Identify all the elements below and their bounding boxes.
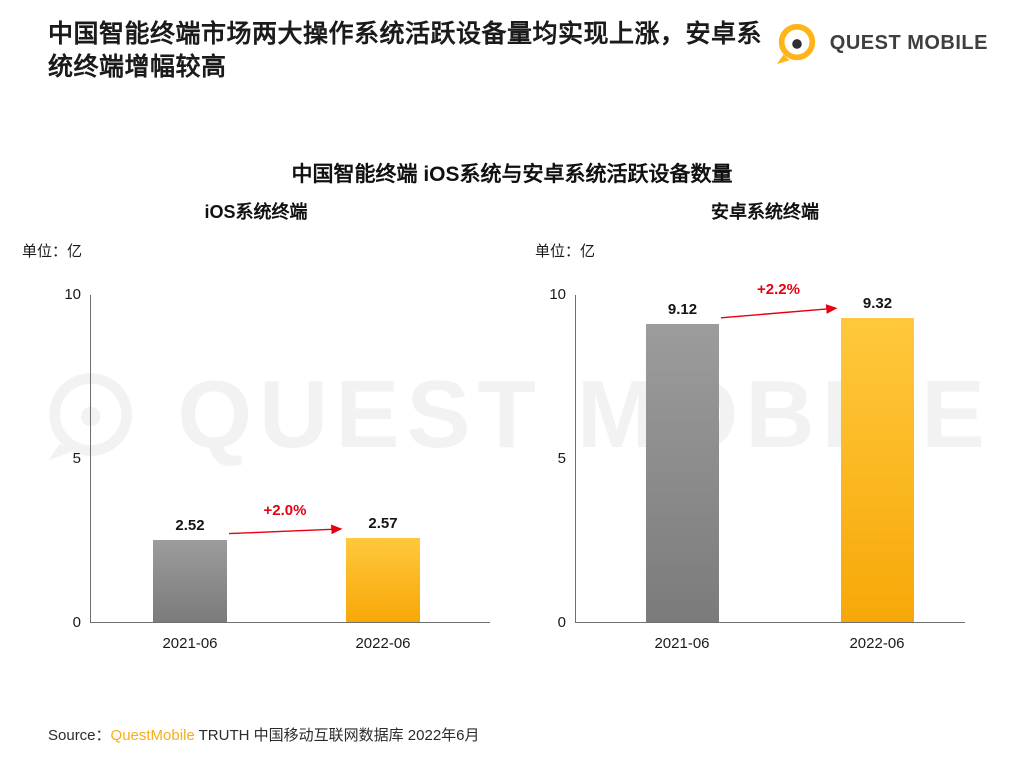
android-unit-label: 单位：亿 xyxy=(535,243,596,260)
bar-2022-06 xyxy=(841,318,914,622)
questmobile-logo: QUEST MOBILE xyxy=(774,20,988,66)
y-tick: 10 xyxy=(549,286,566,303)
x-axis-label: 2022-06 xyxy=(355,635,411,652)
y-tick: 0 xyxy=(557,614,566,631)
y-tick: 10 xyxy=(64,286,81,303)
android-panel-subtitle: 安卓系统终端 xyxy=(711,202,819,222)
source-rest: TRUTH 中国移动互联网数据库 2022年6月 xyxy=(194,727,480,744)
y-tick: 5 xyxy=(72,450,81,467)
x-axis-label: 2021-06 xyxy=(162,635,218,652)
bar-value-label: 9.12 xyxy=(667,300,698,318)
x-axis-label: 2021-06 xyxy=(654,635,710,652)
ios-panel-subtitle: iOS系统终端 xyxy=(204,202,308,222)
bar-column-2022: 9.32 xyxy=(841,295,914,622)
bar-value-label: 2.57 xyxy=(368,515,398,532)
bar-2022-06 xyxy=(346,538,420,622)
bar-value-label: 9.32 xyxy=(862,295,893,312)
chart-title: 中国智能终端 iOS系统与安卓系统活跃设备数量 xyxy=(291,163,733,186)
questmobile-logo-text: QUEST MOBILE xyxy=(829,31,988,54)
source-brand: QuestMobile xyxy=(110,727,195,744)
growth-arrow xyxy=(228,524,343,535)
bar-column-2022: 2.57 xyxy=(346,295,420,622)
source-line: Source：QuestMobile TRUTH 中国移动互联网数据库 2022… xyxy=(48,724,480,745)
bar-2021-06 xyxy=(153,539,227,622)
bar-value-label: 2.52 xyxy=(175,516,205,534)
ios-chart-panel: 10 5 0 2.52 2.57 +2.0% 2021-06 xyxy=(64,286,490,652)
growth-label: +2.2% xyxy=(757,281,800,299)
y-tick: 0 xyxy=(72,614,81,631)
android-plot-area: 10 5 0 9.12 9.32 +2.2% 2021-06 xyxy=(549,281,965,652)
x-axis-label: 2022-06 xyxy=(849,635,905,652)
page-title: 中国智能终端市场两大操作系统活跃设备量均实现上涨，安卓系统终端增幅较高 xyxy=(48,20,763,81)
y-tick: 5 xyxy=(557,450,566,467)
bar-2021-06 xyxy=(646,323,719,622)
questmobile-logo-icon xyxy=(776,23,815,65)
ios-unit-label: 单位：亿 xyxy=(22,243,83,260)
ios-plot-area: 10 5 0 2.52 2.57 +2.0% 2021-06 xyxy=(64,286,490,652)
bar-column-2021: 9.12 xyxy=(646,295,719,622)
bar-column-2021: 2.52 xyxy=(153,295,227,622)
source-prefix: Source： xyxy=(48,727,111,744)
android-chart-panel: 10 5 0 9.12 9.32 +2.2% 2021-06 xyxy=(549,281,965,652)
growth-label: +2.0% xyxy=(263,501,307,519)
